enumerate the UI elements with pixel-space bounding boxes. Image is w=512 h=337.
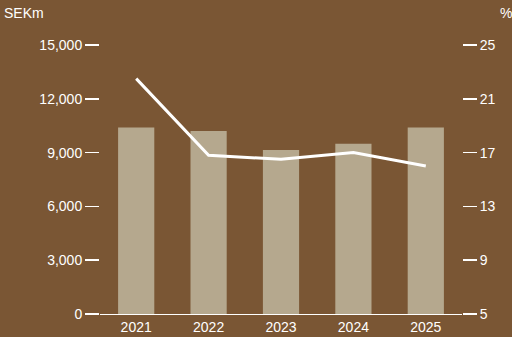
svg-text:17: 17 (480, 145, 496, 161)
svg-text:25: 25 (480, 37, 496, 53)
svg-text:2021: 2021 (121, 319, 152, 335)
svg-text:3,000: 3,000 (47, 252, 82, 268)
svg-text:13: 13 (480, 198, 496, 214)
svg-text:21: 21 (480, 91, 496, 107)
svg-text:2022: 2022 (193, 319, 224, 335)
svg-text:%: % (500, 5, 512, 21)
svg-text:2025: 2025 (410, 319, 441, 335)
svg-text:SEKm: SEKm (4, 5, 44, 21)
svg-text:2023: 2023 (265, 319, 296, 335)
svg-text:0: 0 (74, 306, 82, 322)
svg-text:6,000: 6,000 (47, 198, 82, 214)
svg-text:9: 9 (480, 252, 488, 268)
svg-text:15,000: 15,000 (39, 37, 82, 53)
svg-text:9,000: 9,000 (47, 145, 82, 161)
svg-text:5: 5 (480, 306, 488, 322)
svg-text:12,000: 12,000 (39, 91, 82, 107)
svg-text:2024: 2024 (338, 319, 369, 335)
